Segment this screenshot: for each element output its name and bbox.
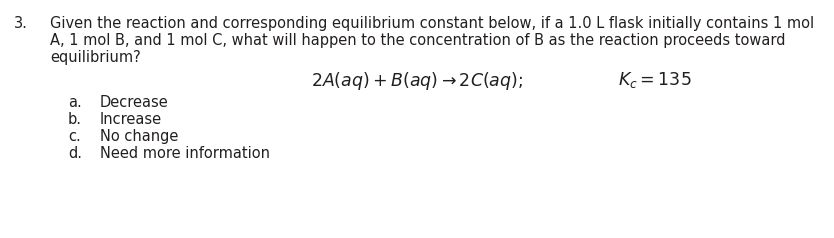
Text: Need more information: Need more information: [100, 146, 270, 161]
Text: Decrease: Decrease: [100, 95, 168, 110]
Text: c.: c.: [68, 129, 81, 144]
Text: Given the reaction and corresponding equilibrium constant below, if a 1.0 L flas: Given the reaction and corresponding equ…: [50, 16, 814, 31]
Text: A, 1 mol B, and 1 mol C, what will happen to the concentration of B as the react: A, 1 mol B, and 1 mol C, what will happe…: [50, 33, 786, 48]
Text: d.: d.: [68, 146, 82, 161]
Text: $2A(aq) + B(aq) \rightarrow 2C(aq);$: $2A(aq) + B(aq) \rightarrow 2C(aq);$: [311, 70, 523, 92]
Text: 3.: 3.: [14, 16, 28, 31]
Text: $K_c = 135$: $K_c = 135$: [618, 70, 691, 90]
Text: a.: a.: [68, 95, 82, 110]
Text: b.: b.: [68, 112, 82, 127]
Text: equilibrium?: equilibrium?: [50, 50, 141, 65]
Text: No change: No change: [100, 129, 178, 144]
Text: Increase: Increase: [100, 112, 162, 127]
